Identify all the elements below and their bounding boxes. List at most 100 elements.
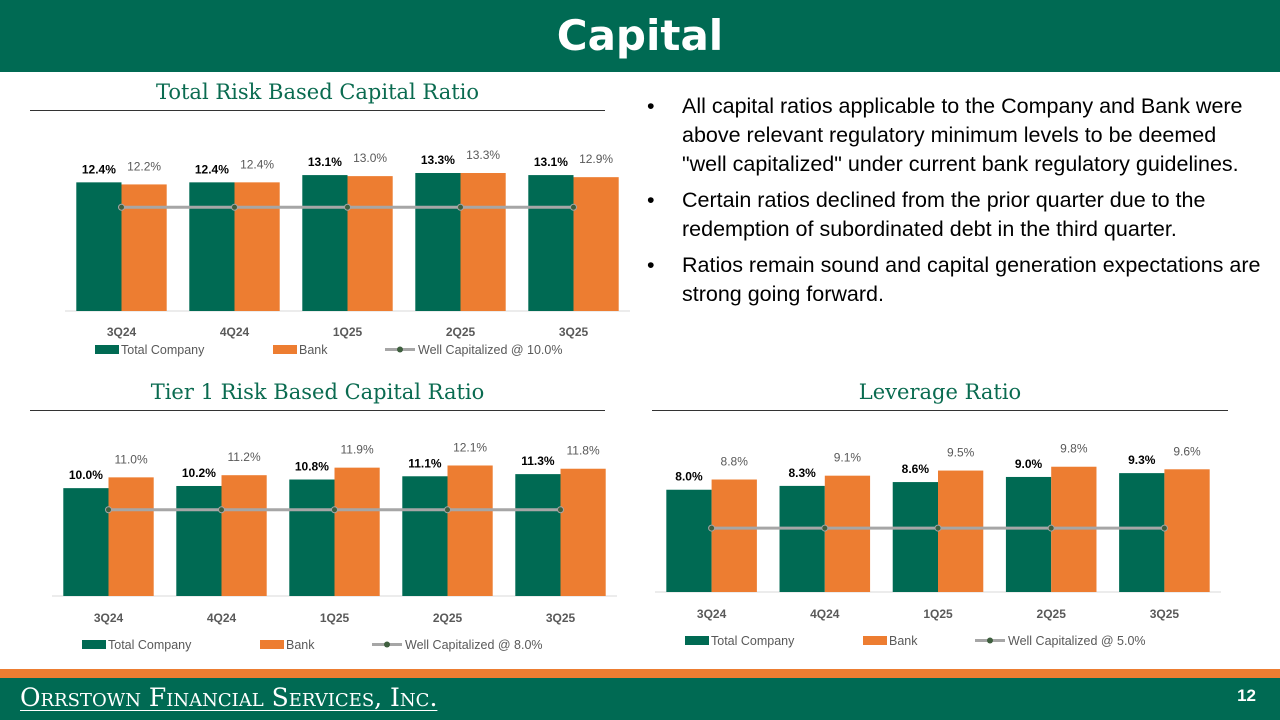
well-capitalized-marker xyxy=(231,203,238,211)
data-label-total-company: 13.1% xyxy=(534,155,568,169)
well-capitalized-marker xyxy=(331,506,338,514)
category-label: 3Q24 xyxy=(107,325,137,339)
well-capitalized-marker xyxy=(105,506,112,514)
legend-bank-text: Bank xyxy=(286,638,315,652)
data-label-total-company: 12.4% xyxy=(82,162,116,176)
well-capitalized-marker xyxy=(444,506,451,514)
legend-well-capitalized-text: Well Capitalized @ 5.0% xyxy=(1008,634,1146,648)
bar-bank xyxy=(573,177,619,311)
legend-bank-text: Bank xyxy=(299,343,328,357)
bar-total-company xyxy=(176,485,222,596)
chart-leverage-ratio: 8.0% 8.8% 3Q24 8.3% 9.1% 4Q24 8.6% 9.5% 1Q25 9.0%… xyxy=(655,442,1221,648)
bar-bank xyxy=(221,475,267,596)
bar-total-company xyxy=(76,182,122,311)
legend-total-company-text: Total Company xyxy=(121,343,205,357)
bar-total-company xyxy=(1119,473,1165,592)
chart-total-risk-based-capital: 12.4% 12.2% 3Q24 12.4% 12.4% 4Q24 13.1% 13.0% 1Q… xyxy=(65,148,630,357)
title-rule xyxy=(30,410,605,411)
data-label-total-company: 12.4% xyxy=(195,162,229,176)
bar-total-company xyxy=(302,175,348,311)
data-label-bank: 11.9% xyxy=(341,443,374,457)
category-label: 1Q25 xyxy=(333,325,363,339)
well-capitalized-marker xyxy=(1160,524,1168,532)
chart-title-leverage: Leverage Ratio xyxy=(858,380,1022,404)
well-capitalized-marker xyxy=(457,203,464,211)
well-capitalized-marker xyxy=(218,506,225,514)
data-label-total-company: 11.3% xyxy=(521,454,555,468)
bar-bank xyxy=(824,475,871,592)
bar-bank xyxy=(447,465,493,596)
well-capitalized-marker xyxy=(821,524,829,532)
data-label-total-company: 9.0% xyxy=(1015,457,1043,471)
category-label: 3Q24 xyxy=(697,607,727,621)
data-label-bank: 13.3% xyxy=(466,148,500,162)
legend-well-capitalized-text: Well Capitalized @ 10.0% xyxy=(418,343,562,357)
bar-total-company xyxy=(415,173,461,311)
footer-accent-bar xyxy=(0,669,1280,678)
bar-total-company xyxy=(528,175,574,311)
bullet-item: Ratios remain sound and capital generati… xyxy=(645,251,1265,309)
footer-bar xyxy=(0,678,1280,720)
title-rule xyxy=(30,110,605,111)
company-logo-text: Orrstown Financial Services, Inc. xyxy=(20,683,438,712)
data-label-bank: 8.8% xyxy=(721,455,749,469)
data-label-bank: 12.9% xyxy=(579,152,613,166)
bar-total-company xyxy=(1005,476,1052,592)
category-label: 4Q24 xyxy=(207,611,237,625)
chart-title-tier1: Tier 1 Risk Based Capital Ratio xyxy=(150,380,485,404)
legend-bank-text: Bank xyxy=(889,634,918,648)
legend-well-capitalized-text: Well Capitalized @ 8.0% xyxy=(405,638,543,652)
data-label-total-company: 10.2% xyxy=(182,466,216,480)
data-label-bank: 9.6% xyxy=(1173,444,1201,458)
category-label: 2Q25 xyxy=(446,325,476,339)
chart-tier1-risk-based-capital: 10.0% 11.0% 3Q24 10.2% 11.2% 4Q24 10.8% 11.9% 1Q… xyxy=(52,440,617,652)
data-label-total-company: 13.1% xyxy=(308,155,342,169)
bar-total-company xyxy=(189,182,235,311)
category-label: 4Q24 xyxy=(220,325,250,339)
bar-total-company xyxy=(515,474,561,596)
bar-bank xyxy=(234,182,280,311)
bar-total-company xyxy=(402,476,448,596)
bar-total-company xyxy=(779,485,825,592)
data-label-bank: 11.8% xyxy=(567,444,600,458)
bar-total-company xyxy=(289,479,335,596)
data-label-bank: 12.2% xyxy=(127,159,161,173)
legend-bank-swatch xyxy=(273,345,297,354)
bar-bank xyxy=(108,477,154,596)
legend-total-company-swatch xyxy=(82,640,106,649)
category-label: 3Q24 xyxy=(94,611,124,625)
bar-total-company xyxy=(892,482,938,592)
legend-total-company-swatch xyxy=(685,636,709,645)
header-bar xyxy=(0,0,1280,72)
well-capitalized-marker xyxy=(708,524,716,532)
well-capitalized-marker xyxy=(934,524,942,532)
well-capitalized-marker xyxy=(344,203,351,211)
well-capitalized-marker xyxy=(118,203,125,211)
bullet-item: Certain ratios declined from the prior q… xyxy=(645,186,1265,244)
legend-well-capitalized-marker xyxy=(397,346,403,353)
data-label-bank: 11.0% xyxy=(115,452,148,466)
bar-bank xyxy=(460,173,506,311)
well-capitalized-marker xyxy=(570,203,577,211)
category-label: 3Q25 xyxy=(559,325,589,339)
data-label-bank: 9.8% xyxy=(1060,442,1088,456)
legend-total-company-text: Total Company xyxy=(711,634,795,648)
legend-bank-swatch xyxy=(260,640,284,649)
bar-total-company xyxy=(63,488,109,596)
bar-bank xyxy=(347,176,393,311)
data-label-bank: 11.2% xyxy=(228,450,261,464)
bar-bank xyxy=(938,470,984,592)
category-label: 4Q24 xyxy=(810,607,840,621)
category-label: 2Q25 xyxy=(1037,607,1067,621)
category-label: 1Q25 xyxy=(923,607,953,621)
bar-bank xyxy=(121,184,167,311)
legend-total-company-text: Total Company xyxy=(108,638,192,652)
data-label-bank: 9.5% xyxy=(947,446,975,460)
category-label: 3Q25 xyxy=(1150,607,1180,621)
page-number: 12 xyxy=(1237,686,1256,705)
well-capitalized-marker xyxy=(557,506,564,514)
bar-bank xyxy=(560,468,606,596)
bullet-list: All capital ratios applicable to the Com… xyxy=(645,92,1265,316)
data-label-total-company: 9.3% xyxy=(1128,453,1156,467)
bar-total-company xyxy=(666,489,712,592)
